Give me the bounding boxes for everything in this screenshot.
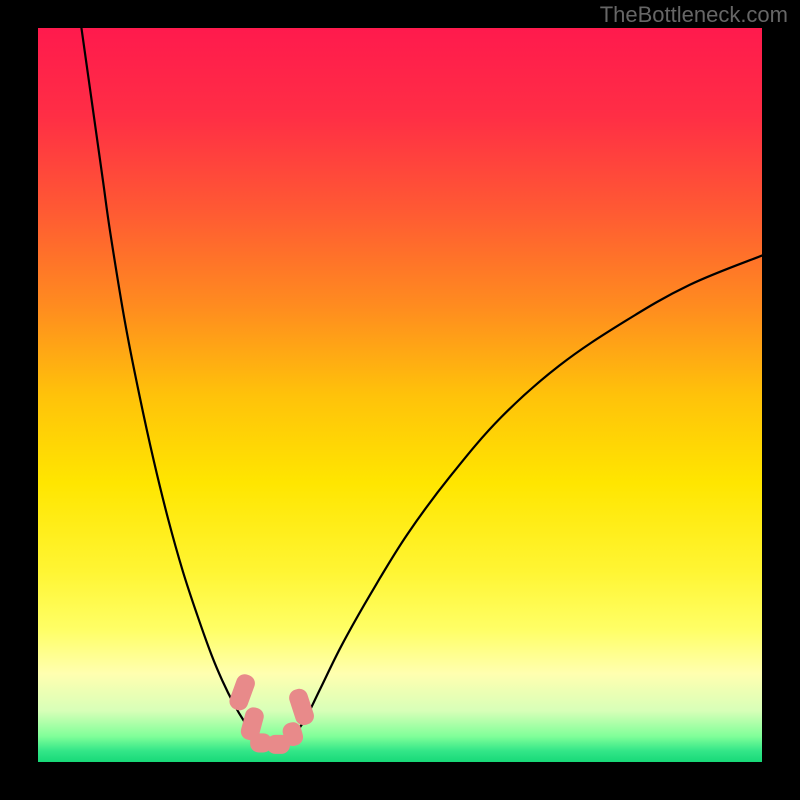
gradient-background xyxy=(38,28,762,762)
watermark-text: TheBottleneck.com xyxy=(600,2,788,28)
chart-container: { "watermark": { "text": "TheBottleneck.… xyxy=(0,0,800,800)
plot-area xyxy=(38,28,762,762)
